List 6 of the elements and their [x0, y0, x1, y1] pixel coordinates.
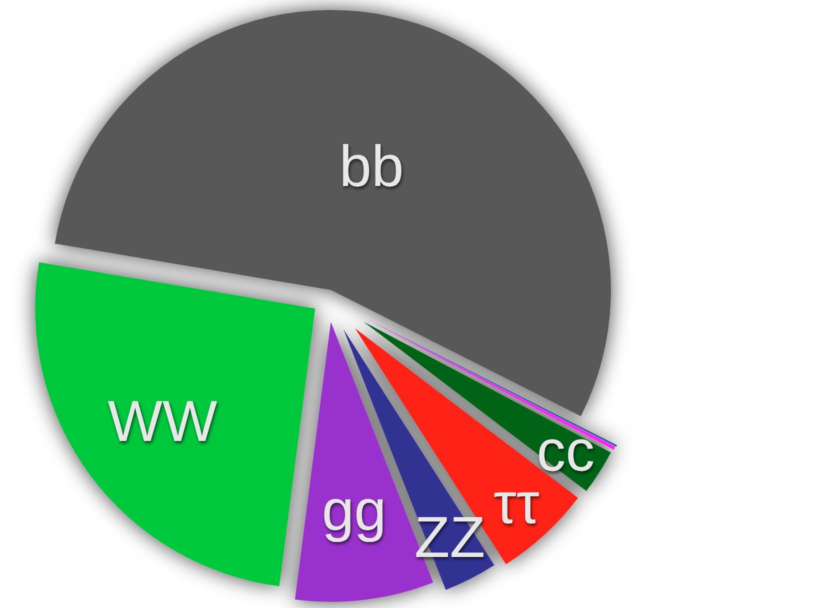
slice-label: WW [108, 389, 218, 454]
slice-label: gg [322, 478, 386, 543]
slice-label: cc [536, 418, 595, 484]
slice-label: ZZ [414, 505, 486, 570]
slice-label: bb [339, 134, 404, 199]
slice-label: ττ [494, 470, 540, 536]
